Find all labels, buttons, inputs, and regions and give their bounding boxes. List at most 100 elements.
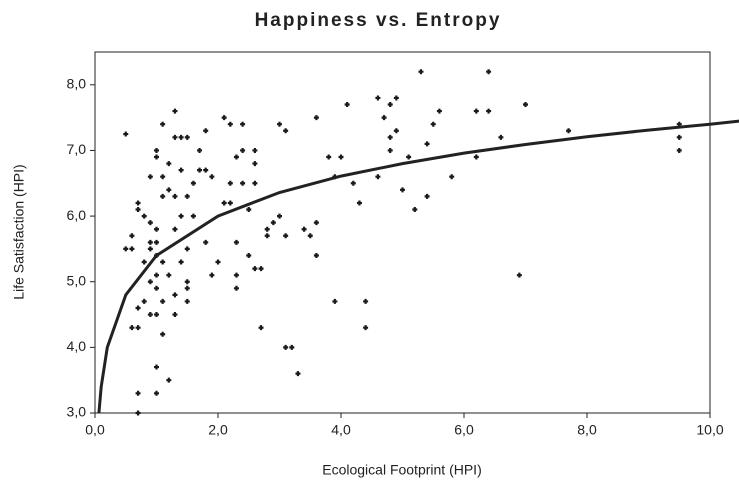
point <box>406 154 412 160</box>
point <box>301 226 307 232</box>
point <box>147 220 153 226</box>
point <box>184 298 190 304</box>
point <box>154 312 159 318</box>
point <box>166 161 172 167</box>
x-tick-label: 10,0 <box>696 422 723 438</box>
point <box>166 272 172 278</box>
point <box>178 259 184 265</box>
point <box>424 193 430 199</box>
point <box>264 233 270 239</box>
point <box>498 134 504 140</box>
point <box>676 147 682 153</box>
point <box>147 279 153 285</box>
point <box>190 180 196 186</box>
point <box>240 121 246 127</box>
point <box>418 69 424 75</box>
point <box>141 213 147 219</box>
point <box>135 390 141 396</box>
point <box>332 298 338 304</box>
point <box>393 128 399 134</box>
point <box>123 131 129 137</box>
point <box>252 147 258 153</box>
point <box>154 147 159 153</box>
y-tick-label: 5,0 <box>67 272 87 288</box>
point <box>523 102 528 108</box>
point <box>135 305 141 311</box>
point <box>129 233 135 239</box>
y-tick-label: 3,0 <box>67 404 87 420</box>
point <box>178 134 184 140</box>
point <box>233 154 239 160</box>
point <box>172 134 178 140</box>
point <box>486 69 492 75</box>
point <box>430 121 436 127</box>
point <box>313 115 319 121</box>
x-tick-label: 8,0 <box>577 422 597 438</box>
point <box>203 239 209 245</box>
point <box>154 239 159 245</box>
point <box>141 298 147 304</box>
point <box>129 325 135 331</box>
point <box>338 154 344 160</box>
point <box>184 285 190 291</box>
point <box>363 298 369 304</box>
point <box>393 95 399 101</box>
point <box>172 108 178 114</box>
x-axis-label: Ecological Footprint (HPI) <box>322 462 482 478</box>
point <box>135 410 141 416</box>
point <box>123 246 129 252</box>
point <box>178 167 184 173</box>
point <box>516 272 522 278</box>
point <box>246 207 252 213</box>
point <box>184 246 190 252</box>
point <box>172 193 178 199</box>
point <box>135 207 141 213</box>
point <box>154 364 159 370</box>
point <box>227 180 233 186</box>
point <box>184 193 190 199</box>
point <box>233 272 239 278</box>
point <box>326 154 332 160</box>
point <box>147 312 153 318</box>
point <box>277 213 282 219</box>
point <box>178 213 184 219</box>
point <box>221 200 227 206</box>
x-tick-label: 6,0 <box>454 422 474 438</box>
point <box>283 128 289 134</box>
point <box>246 252 252 258</box>
point <box>154 285 159 291</box>
point <box>387 134 393 140</box>
point <box>227 121 233 127</box>
point <box>252 266 258 272</box>
point <box>387 102 393 108</box>
y-axis-label: Life Satisfaction (HPI) <box>11 164 27 299</box>
y-tick-label: 7,0 <box>67 141 87 157</box>
point <box>160 121 166 127</box>
point <box>344 102 350 108</box>
x-tick-label: 0,0 <box>85 422 105 438</box>
point <box>270 220 276 226</box>
point <box>473 154 479 160</box>
y-tick-label: 6,0 <box>67 207 87 223</box>
point <box>184 134 190 140</box>
point <box>566 128 572 134</box>
point <box>203 128 209 134</box>
point <box>381 115 387 121</box>
point <box>209 174 215 180</box>
point <box>449 174 455 180</box>
point <box>486 108 492 114</box>
point <box>313 252 319 258</box>
point <box>160 298 166 304</box>
point <box>258 266 264 272</box>
point <box>424 141 430 147</box>
point <box>240 180 246 186</box>
point <box>252 180 258 186</box>
point <box>283 233 289 239</box>
point <box>184 279 190 285</box>
point <box>160 193 166 199</box>
point <box>307 233 313 239</box>
chart-title: Happiness vs. Entropy <box>255 10 502 31</box>
point <box>295 371 301 377</box>
point <box>258 325 264 331</box>
